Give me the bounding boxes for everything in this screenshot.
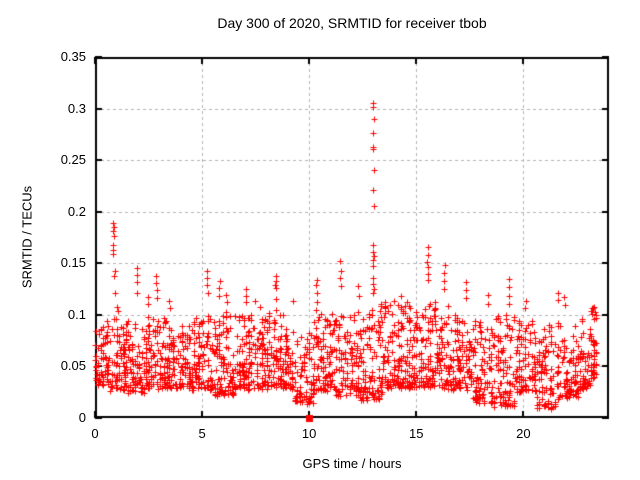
- y-tick-label: 0.3: [67, 100, 86, 116]
- y-tick-label: 0.15: [60, 255, 86, 271]
- y-tick-label: 0.25: [60, 152, 86, 168]
- x-tick-label: 15: [409, 426, 424, 441]
- y-tick-label: 0.1: [67, 306, 86, 322]
- y-tick-label: 0.05: [60, 358, 86, 374]
- y-tick-label: 0.2: [67, 203, 86, 219]
- x-tick-label: 5: [198, 426, 206, 441]
- x-tick-label: 0: [91, 426, 99, 441]
- y-tick-label: 0.35: [60, 49, 86, 64]
- x-tick-label: 20: [516, 426, 531, 441]
- x-tick-label: 10: [301, 426, 317, 441]
- y-tick-label: 0: [78, 410, 86, 425]
